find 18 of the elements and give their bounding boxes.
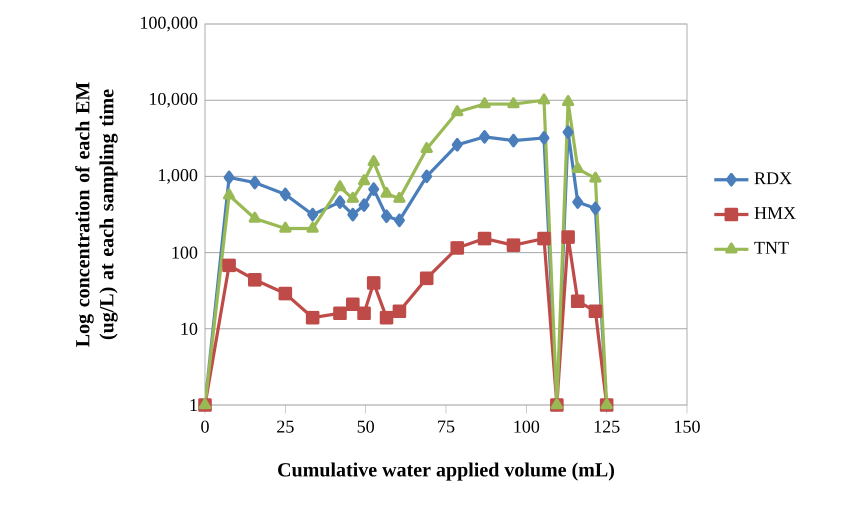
- y-tick-label: 100: [172, 246, 198, 259]
- x-axis-title: Cumulative water applied volume (mL): [278, 462, 614, 481]
- y-tick-label: 10,000: [150, 92, 198, 108]
- x-tick-label: 150: [675, 420, 700, 433]
- y-axis-title: Log concentration of each EM (ug/L) at each sampling time: [75, 82, 118, 347]
- legend-label: RDX: [754, 172, 792, 184]
- legend-label: TNT: [754, 242, 789, 254]
- x-tick-label: 0: [201, 420, 209, 433]
- x-tick-label: 25: [277, 420, 294, 433]
- x-tick-label: 75: [438, 420, 454, 433]
- y-tick-label: 1,000: [159, 169, 198, 184]
- x-tick-label: 125: [594, 420, 620, 433]
- x-tick-label: 100: [514, 420, 540, 433]
- y-tick-label: 10: [182, 322, 198, 335]
- legend-label: HMX: [754, 207, 796, 219]
- y-tick-label: 100,000: [141, 16, 198, 32]
- y-tick-label: 1: [190, 399, 197, 411]
- x-tick-label: 50: [358, 420, 374, 433]
